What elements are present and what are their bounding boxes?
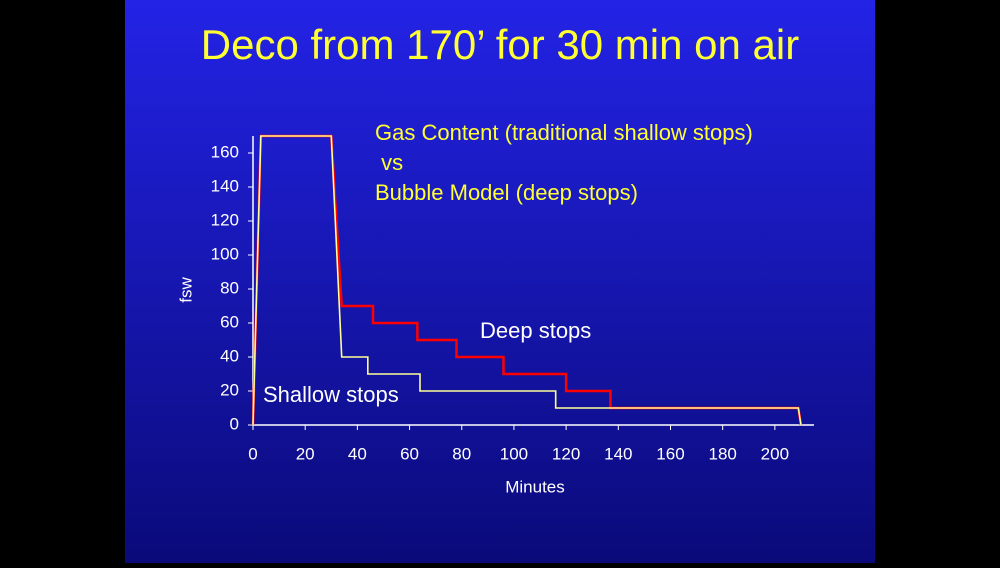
x-tick-label: 200 bbox=[761, 444, 789, 463]
x-tick-label: 160 bbox=[656, 444, 684, 463]
chart-title: Deco from 170’ for 30 min on air bbox=[201, 21, 799, 68]
x-tick-label: 40 bbox=[348, 444, 367, 463]
annotation: Bubble Model (deep stops) bbox=[375, 180, 638, 205]
series-label: Deep stops bbox=[480, 318, 591, 343]
series-line bbox=[252, 135, 802, 426]
series-label: Shallow stops bbox=[263, 382, 399, 407]
y-tick-label: 140 bbox=[211, 176, 239, 195]
x-tick-label: 180 bbox=[708, 444, 736, 463]
y-tick-label: 120 bbox=[211, 210, 239, 229]
y-tick-label: 0 bbox=[230, 414, 239, 433]
x-tick-label: 120 bbox=[552, 444, 580, 463]
annotation: Gas Content (traditional shallow stops) bbox=[375, 120, 753, 145]
slide-background bbox=[125, 0, 875, 563]
x-tick-label: 100 bbox=[500, 444, 528, 463]
y-axis-label: fsw bbox=[176, 277, 195, 303]
x-axis-label: Minutes bbox=[505, 477, 565, 496]
y-tick-label: 80 bbox=[220, 278, 239, 297]
series-line bbox=[251, 134, 803, 426]
x-tick-label: 0 bbox=[248, 444, 257, 463]
x-tick-label: 20 bbox=[296, 444, 315, 463]
y-tick-label: 160 bbox=[211, 142, 239, 161]
x-tick-label: 140 bbox=[604, 444, 632, 463]
y-tick-label: 40 bbox=[220, 346, 239, 365]
x-tick-label: 80 bbox=[452, 444, 471, 463]
annotation: vs bbox=[375, 150, 403, 175]
x-tick-label: 60 bbox=[400, 444, 419, 463]
y-tick-label: 100 bbox=[211, 244, 239, 263]
y-tick-label: 60 bbox=[220, 312, 239, 331]
y-tick-label: 20 bbox=[220, 380, 239, 399]
